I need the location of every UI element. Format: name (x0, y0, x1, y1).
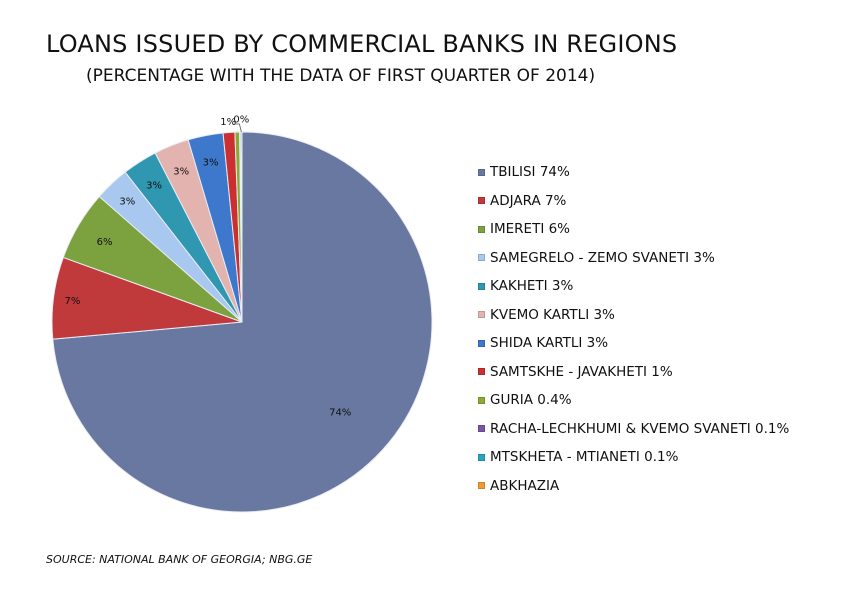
legend-swatch (478, 339, 485, 347)
legend-label: SHIDA KARTLI 3% (490, 335, 609, 352)
leader-line (233, 123, 242, 133)
data-label-shida-kartli: 3% (203, 158, 219, 169)
chart-title: LOANS ISSUED BY COMMERCIAL BANKS IN REGI… (46, 30, 678, 58)
data-label-kakheti: 3% (146, 180, 162, 191)
legend-item-kvemo-kartli: KVEMO KARTLI 3% (478, 301, 789, 330)
legend-label: ABKHAZIA (490, 477, 560, 494)
legend-label: KVEMO KARTLI 3% (490, 306, 615, 323)
data-label-samtskhe-javakheti: 1% (220, 117, 236, 128)
data-label-samegrelo-zemo-svaneti: 3% (119, 196, 135, 207)
legend-label: MTSKHETA - MTIANETI 0.1% (490, 449, 679, 466)
legend-label: IMERETI 6% (490, 221, 571, 238)
legend-swatch (478, 225, 485, 233)
legend-swatch (478, 482, 485, 490)
legend-item-imereti: IMERETI 6% (478, 215, 789, 244)
legend-swatch (478, 282, 485, 290)
legend-swatch (478, 396, 485, 404)
legend-swatch (478, 197, 485, 205)
legend-item-samegrelo-zemo-svaneti: SAMEGRELO - ZEMO SVANETI 3% (478, 244, 789, 273)
legend-swatch (478, 368, 485, 376)
legend-swatch (478, 425, 485, 433)
legend-label: SAMTSKHE - JAVAKHETI 1% (490, 363, 673, 380)
legend-label: GURIA 0.4% (490, 392, 572, 409)
legend-swatch (478, 254, 485, 262)
chart-legend: TBILISI 74% ADJARA 7% IMERETI 6% SAMEGRELO … (478, 158, 789, 500)
legend-swatch (478, 311, 485, 319)
chart-subtitle: (PERCENTAGE WITH THE DATA OF FIRST QUART… (86, 66, 596, 86)
data-label-adjara: 7% (64, 296, 80, 307)
legend-item-samtskhe-javakheti: SAMTSKHE - JAVAKHETI 1% (478, 358, 789, 387)
legend-label: KAKHETI 3% (490, 278, 574, 295)
legend-item-abkhazia: ABKHAZIA (478, 472, 789, 501)
legend-label: TBILISI 74% (490, 164, 570, 181)
legend-item-tbilisi: TBILISI 74% (478, 158, 789, 187)
legend-label: RACHA-LECHKHUMI & KVEMO SVANETI 0.1% (490, 420, 790, 437)
legend-item-mtskheta-mtianeti: MTSKHETA - MTIANETI 0.1% (478, 443, 789, 472)
legend-item-racha-lechkhumi-kvemo-svaneti: RACHA-LECHKHUMI & KVEMO SVANETI 0.1% (478, 415, 789, 444)
data-label-tbilisi: 74% (329, 408, 351, 419)
data-label-kvemo-kartli: 3% (173, 166, 189, 177)
legend-swatch (478, 453, 485, 461)
legend-label: ADJARA 7% (490, 192, 567, 209)
legend-item-guria: GURIA 0.4% (478, 386, 789, 415)
legend-item-kakheti: KAKHETI 3% (478, 272, 789, 301)
legend-swatch (478, 168, 485, 176)
data-label-mtskheta-mtianeti: 0% (233, 115, 249, 126)
legend-item-adjara: ADJARA 7% (478, 187, 789, 216)
legend-item-shida-kartli: SHIDA KARTLI 3% (478, 329, 789, 358)
legend-label: SAMEGRELO - ZEMO SVANETI 3% (490, 249, 715, 266)
source-note: SOURCE: NATIONAL BANK OF GEORGIA; NBG.GE (46, 553, 313, 566)
data-label-imereti: 6% (97, 237, 113, 248)
